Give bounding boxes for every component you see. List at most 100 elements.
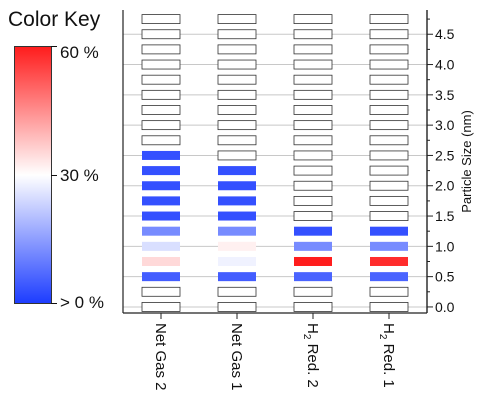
heatmap-cell: [218, 181, 256, 191]
heatmap-cell: [218, 241, 256, 251]
y-tick-label: 1.0: [435, 238, 455, 254]
y-tick-label: 1.5: [435, 208, 455, 224]
heatmap-cell: [294, 226, 332, 236]
y-tick-label: 3.5: [435, 87, 455, 103]
heatmap-cell: [369, 29, 409, 40]
heatmap-cell: [293, 74, 333, 85]
heatmap-cell: [218, 196, 256, 206]
heatmap-cell: [369, 44, 409, 55]
heatmap-cell: [293, 44, 333, 55]
heatmap-cell: [142, 211, 180, 221]
heatmap-cell: [370, 272, 408, 282]
x-category-label: H2 Red. 1: [377, 323, 397, 388]
heatmap-cell: [369, 14, 409, 24]
heatmap-cell: [141, 105, 181, 115]
heatmap-cell: [293, 89, 333, 100]
x-category-label-main: H: [304, 323, 321, 334]
heatmap-cell: [369, 135, 409, 146]
y-tick-label: 0.5: [435, 269, 455, 285]
heatmap-cell: [369, 195, 409, 206]
color-key-tick-low: [51, 303, 57, 304]
heatmap-cell: [142, 256, 180, 266]
heatmap-cell: [141, 89, 181, 100]
heatmap-cell: [293, 59, 333, 70]
heatmap-cell: [293, 14, 333, 24]
heatmap-cell: [293, 211, 333, 221]
color-key-title: Color Key: [8, 8, 101, 31]
heatmap-cell: [142, 181, 180, 191]
x-category-label-subscript: 2: [301, 334, 312, 340]
heatmap-cell: [217, 29, 257, 40]
heatmap-cell: [369, 302, 409, 312]
heatmap-cell: [369, 180, 409, 191]
heatmap-cell: [217, 286, 257, 297]
heatmap-cell: [141, 74, 181, 85]
heatmap-cell: [369, 74, 409, 85]
heatmap-cell: [142, 150, 180, 160]
heatmap-cell: [141, 29, 181, 40]
color-key-label-high: 60 %: [60, 43, 99, 62]
heatmap-cell: [141, 120, 181, 131]
heatmap-cell: [141, 302, 181, 312]
x-category-label-main: H: [380, 323, 397, 334]
x-category-label-rest: Red. 2: [304, 339, 321, 387]
y-tick-label: 4.5: [435, 26, 455, 42]
x-category-label-main: Net Gas 2: [152, 323, 169, 391]
heatmap-cell: [369, 105, 409, 115]
heatmap-cell: [217, 59, 257, 70]
heatmap-cell: [218, 226, 256, 236]
x-category-label: Net Gas 1: [228, 323, 245, 391]
heatmap-cell: [217, 302, 257, 312]
heatmap-cell: [369, 211, 409, 221]
heatmap-cell: [293, 180, 333, 191]
color-key-tick-high: [51, 46, 57, 47]
heatmap-cell: [293, 150, 333, 161]
heatmap-cell: [142, 241, 180, 251]
y-tick-label: 0.0: [435, 299, 455, 315]
heatmap-cell: [293, 105, 333, 115]
heatmap-cell: [370, 256, 408, 266]
heatmap-cell: [218, 166, 256, 176]
heatmap-cell: [217, 120, 257, 131]
heatmap-cell: [218, 256, 256, 266]
heatmap-cell: [369, 165, 409, 176]
heatmap-cell: [217, 135, 257, 146]
heatmap-cell: [217, 150, 257, 161]
heatmap-cell: [370, 241, 408, 251]
heatmap-cell: [294, 272, 332, 282]
heatmap-cell: [293, 195, 333, 206]
heatmap-cell: [217, 14, 257, 24]
heatmap-cell: [218, 272, 256, 282]
heatmap-cell: [141, 44, 181, 55]
y-tick-label: 4.0: [435, 57, 455, 73]
heatmap-cell: [142, 166, 180, 176]
heatmap-cell: [369, 120, 409, 131]
y-tick-label: 2.5: [435, 147, 455, 163]
x-category-label-main: Net Gas 1: [228, 323, 245, 391]
color-key-tick-mid: [51, 175, 57, 176]
heatmap-cell: [370, 226, 408, 236]
heatmap-cell: [217, 89, 257, 100]
heatmap-cell: [293, 120, 333, 131]
x-category-label-rest: Red. 1: [380, 339, 397, 387]
heatmap-cell: [142, 196, 180, 206]
heatmap-cell: [217, 74, 257, 85]
color-key-label-mid: 30 %: [60, 166, 99, 185]
heatmap-cell: [142, 272, 180, 282]
heatmap-cell: [141, 59, 181, 70]
x-category-label: Net Gas 2: [152, 323, 169, 391]
x-category-label: H2 Red. 2: [301, 323, 321, 388]
heatmap-cell: [293, 286, 333, 297]
y-tick-label: 2.0: [435, 178, 455, 194]
heatmap-cell: [369, 89, 409, 100]
heatmap-cell: [369, 150, 409, 161]
heatmap-cell: [217, 44, 257, 55]
heatmap-cell: [293, 29, 333, 40]
heatmap-cell: [369, 286, 409, 297]
heatmap-cell: [294, 241, 332, 251]
heatmap-cell: [141, 135, 181, 146]
heatmap-cell: [142, 226, 180, 236]
x-category-label-subscript: 2: [377, 334, 388, 340]
heatmap-cell: [141, 286, 181, 297]
